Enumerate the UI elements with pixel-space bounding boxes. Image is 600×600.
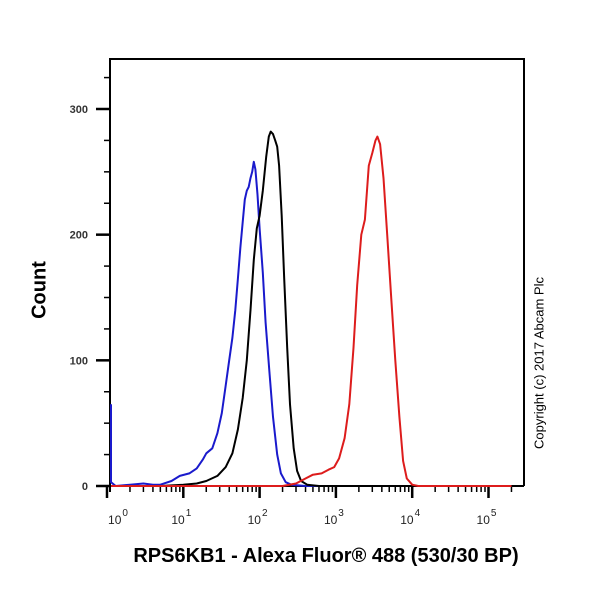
x-tick-label: 104 (400, 508, 420, 527)
y-tick-label: 0 (82, 481, 88, 493)
copyright-notice: Copyright (c) 2017 Abcam Plc (531, 276, 547, 449)
plot-frame (109, 58, 525, 492)
x-tick-label: 100 (108, 508, 128, 527)
y-axis-label: Count (28, 261, 51, 319)
x-tick-label: 102 (248, 508, 268, 527)
x-axis: 100 101 102 103 104 105 (105, 486, 513, 527)
x-tick-label: 105 (477, 508, 497, 527)
plot-border (109, 58, 525, 492)
x-tick-label: 103 (324, 508, 344, 527)
y-tick-label: 300 (70, 104, 88, 116)
y-axis: 0 100 200 300 (70, 76, 110, 493)
y-tick-label: 100 (70, 355, 88, 367)
x-axis-label: RPS6KB1 - Alexa Fluor® 488 (530/30 BP) (133, 545, 519, 567)
histogram-line-black (111, 130, 512, 487)
histogram-line-red (111, 135, 512, 487)
y-tick-label: 200 (70, 230, 88, 242)
histogram-series (110, 130, 512, 487)
histogram-line-blue (110, 160, 512, 487)
x-tick-label: 101 (171, 508, 191, 527)
